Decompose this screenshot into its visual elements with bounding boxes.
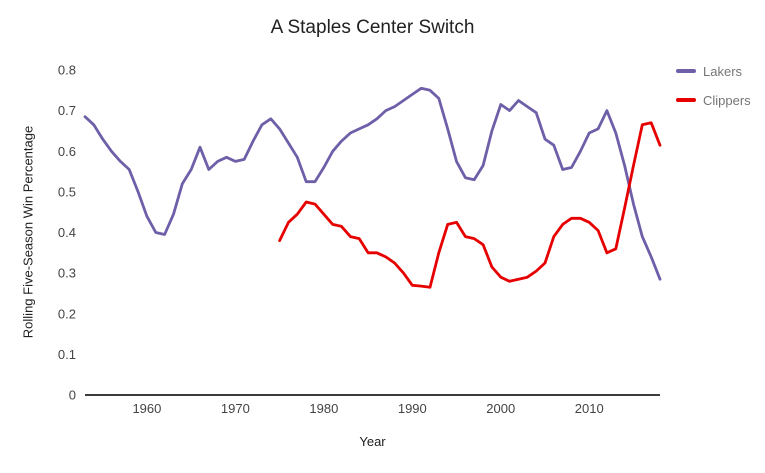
y-tick-label: 0.3 (58, 266, 76, 281)
y-tick-label: 0.6 (58, 144, 76, 159)
clippers-line-swatch-icon (676, 98, 696, 102)
x-tick-label: 2000 (486, 401, 515, 416)
lakers-line-swatch-icon (676, 69, 696, 73)
x-tick-label: 1970 (221, 401, 250, 416)
legend-item-lakers: Lakers (676, 63, 751, 79)
chart-title: A Staples Center Switch (270, 17, 475, 38)
legend-label-clippers: Clippers (703, 92, 751, 108)
y-tick-label: 0.4 (58, 225, 76, 240)
x-tick-label: 1980 (309, 401, 338, 416)
x-tick-label: 1960 (132, 401, 161, 416)
y-tick-label: 0.2 (58, 306, 76, 321)
series-line-lakers (83, 86, 662, 281)
y-tick-label: 0.8 (58, 63, 76, 78)
x-tick-label: 2010 (575, 401, 604, 416)
y-tick-label: 0.7 (58, 103, 76, 118)
y-tick-label: 0.5 (58, 184, 76, 199)
x-axis-title: Year (359, 434, 386, 449)
y-tick-label: 0.1 (58, 347, 76, 362)
x-tick-label: 1990 (398, 401, 427, 416)
legend-label-lakers: Lakers (703, 63, 743, 79)
y-tick-label: 0 (69, 388, 76, 403)
legend: Lakers Clippers (676, 64, 751, 122)
series-line-clippers (278, 121, 662, 289)
legend-item-clippers: Clippers (676, 92, 751, 108)
